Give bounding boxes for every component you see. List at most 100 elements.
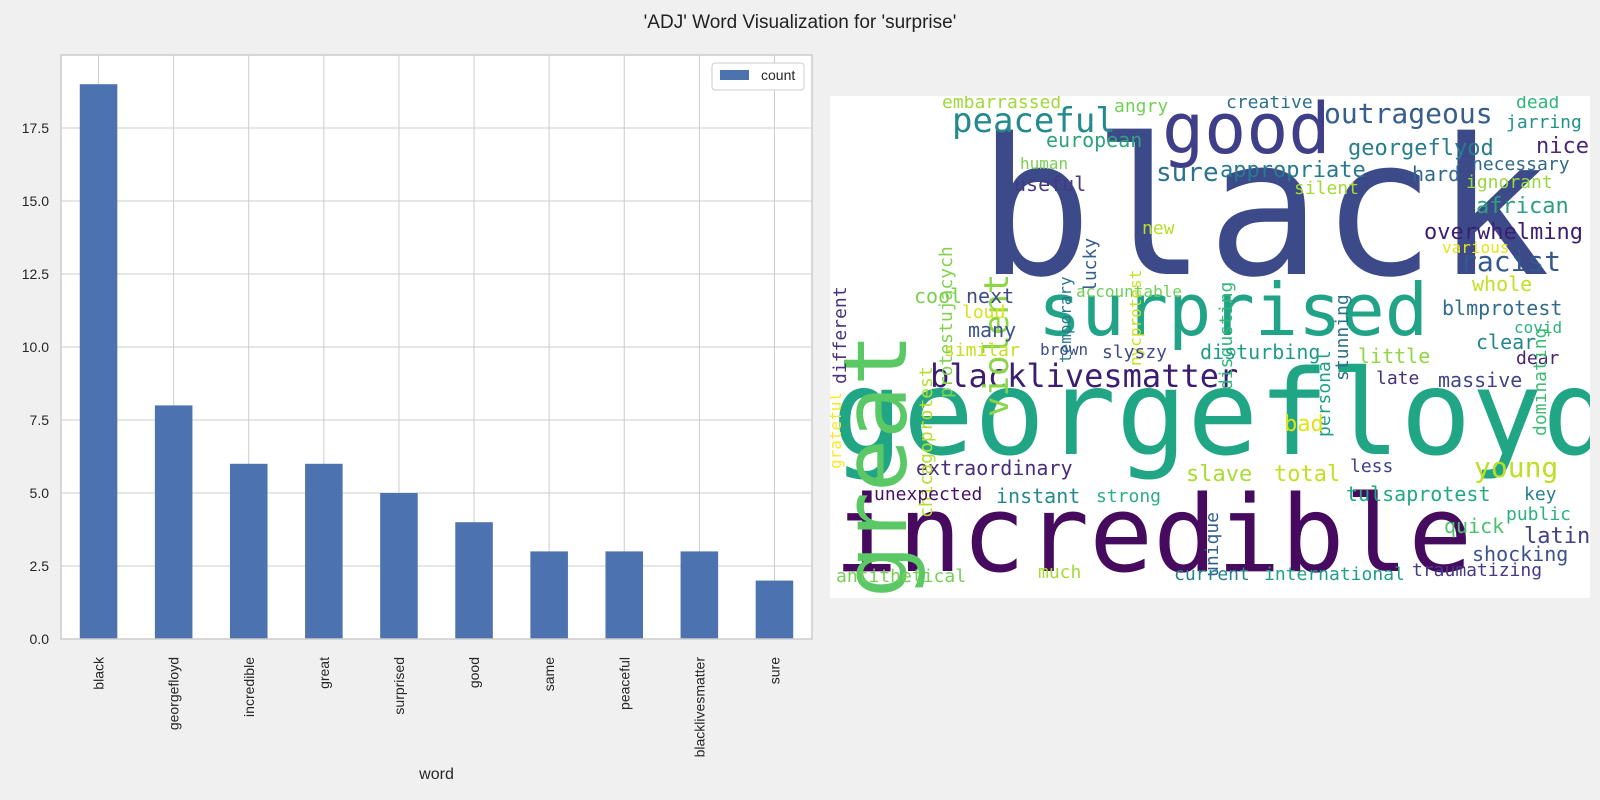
x-tick-label: surprised — [391, 657, 407, 715]
bar-same — [530, 551, 568, 639]
word-cloud-word-many: many — [968, 318, 1017, 342]
word-cloud-word-international: international — [1264, 564, 1405, 585]
x-tick-label: black — [91, 656, 107, 690]
word-cloud-word-instant: instant — [996, 484, 1081, 508]
word-cloud-word-peaceful: peaceful — [952, 101, 1116, 141]
word-cloud-word-total: total — [1274, 462, 1341, 487]
word-cloud-word-bad: bad — [1284, 412, 1324, 437]
word-cloud-word-stunning: stunning — [1332, 294, 1353, 381]
word-cloud: black georgefloyd incredible surprised great… — [830, 96, 1590, 598]
figure-title: 'ADJ' Word Visualization for 'surprise' — [643, 12, 957, 33]
word-cloud-word-quick: quick — [1444, 514, 1505, 538]
word-cloud-word-similar: similar — [944, 340, 1020, 361]
word-cloud-word-strong: strong — [1096, 486, 1162, 507]
word-cloud-word-appropriate: appropriate — [1220, 158, 1366, 183]
word-cloud-word-brown: brown — [1040, 340, 1089, 359]
word-cloud-word-loud: loud — [962, 302, 1006, 323]
word-cloud-word-incredible: incredible — [834, 473, 1473, 596]
word-cloud-word-young: young — [1474, 451, 1559, 484]
word-cloud-word-blacklivesmatter: blacklivesmatter — [930, 357, 1239, 395]
word-cloud-word-overwhelming: overwhelming — [1424, 220, 1583, 245]
x-tick-label: good — [466, 657, 482, 688]
legend-swatch — [720, 70, 749, 80]
y-tick-label: 17.5 — [22, 120, 49, 136]
word-cloud-word-disturbing: disturbing — [1200, 340, 1321, 364]
bar-georgefloyd — [154, 405, 193, 639]
word-cloud-word-ignorant: ignorant — [1466, 172, 1553, 193]
word-cloud-word-blmprotest: blmprotest — [1442, 296, 1563, 320]
bar-surprised — [380, 493, 418, 639]
word-cloud-word-protestujących: protestujących — [936, 246, 957, 398]
word-cloud-word-much: much — [1038, 562, 1082, 583]
word-cloud-word-hard: hard — [1412, 162, 1461, 186]
bar-incredible — [229, 463, 268, 639]
word-cloud-word-racist: racist — [1460, 245, 1562, 278]
word-cloud-word-various: various — [1442, 238, 1510, 257]
word-cloud-word-accountable: accountable — [1076, 282, 1182, 301]
word-cloud-word-current: current — [1174, 564, 1250, 585]
word-cloud-word-latin: latin — [1524, 524, 1590, 549]
plot-frame — [60, 54, 813, 640]
word-cloud-word-angry: angry — [1114, 96, 1169, 117]
word-cloud-word-shocking: shocking — [1472, 542, 1569, 566]
y-tick-label: 12.5 — [22, 266, 49, 282]
word-cloud-word-whole: whole — [1472, 272, 1533, 296]
x-tick-label: great — [316, 657, 332, 689]
word-cloud-word-dead: dead — [1516, 96, 1560, 113]
word-cloud-word-slave: slave — [1186, 462, 1253, 487]
bar-blacklivesmatter — [680, 551, 719, 639]
word-cloud-word-nice: nice — [1536, 134, 1589, 159]
word-cloud-word-silent: silent — [1294, 178, 1360, 199]
word-cloud-word-covid: covid — [1514, 318, 1563, 337]
bar-sure — [755, 580, 794, 639]
word-cloud-word-georgefloyd: georgefloyd — [832, 344, 1590, 482]
x-tick-label: peaceful — [616, 657, 632, 710]
y-tick-label: 7.5 — [30, 412, 50, 428]
word-cloud-word-european: european — [1046, 128, 1143, 152]
word-cloud-word-dominating: dominating — [1530, 327, 1551, 436]
y-tick-label: 2.5 — [30, 558, 50, 574]
y-tick-label: 0.0 — [30, 631, 50, 647]
word-cloud-word-good: good — [1162, 96, 1331, 170]
word-cloud-word-human: human — [1020, 154, 1069, 173]
bar-good — [455, 522, 493, 639]
word-cloud-word-black: black — [978, 98, 1550, 319]
word-cloud-word-new: new — [1142, 218, 1175, 239]
legend-box — [711, 62, 805, 91]
word-cloud-word-clear: clear — [1476, 330, 1537, 354]
bar-black — [79, 84, 118, 639]
word-cloud-word-african: african — [1476, 194, 1569, 219]
bar-chart: 0.0 2.5 5.0 7.5 10.0 12.5 15.0 17.5 black georgef… — [22, 54, 813, 783]
word-cloud-word-disgusting: disgusting — [1216, 281, 1237, 390]
word-cloud-word-creative: creative — [1226, 96, 1313, 113]
word-cloud-word-cool: cool — [914, 284, 963, 308]
y-tick-label: 15.0 — [22, 193, 49, 209]
legend-label: count — [761, 67, 795, 83]
word-cloud-word-dear: dear — [1516, 348, 1560, 369]
word-cloud-word-outrageous: outrageous — [1324, 97, 1493, 130]
bar-peaceful — [605, 551, 644, 639]
word-cloud-word-georgeflyod: georgeflyod — [1348, 136, 1494, 161]
word-cloud-word-little: little — [1358, 344, 1431, 368]
y-tick-label: 10.0 — [22, 339, 49, 355]
x-tick-label: sure — [766, 657, 782, 684]
word-cloud-word-surprised: surprised — [1038, 268, 1429, 352]
word-cloud-word-embarrassed: embarrassed — [942, 96, 1062, 113]
word-cloud-word-jarring: jarring — [1506, 112, 1582, 133]
word-cloud-word-different: different — [830, 286, 851, 384]
x-tick-label: same — [541, 657, 557, 691]
y-tick-label: 5.0 — [30, 485, 50, 501]
word-cloud-word-key: key — [1524, 484, 1557, 505]
word-cloud-word-grateful: grateful — [830, 391, 845, 469]
word-cloud-word-slyszy: slyszy — [1102, 342, 1168, 363]
word-cloud-word-massive: massive — [1438, 368, 1523, 392]
word-cloud-word-tulsaprotest: tulsaprotest — [1346, 482, 1491, 506]
word-cloud-word-necessary: necessary — [1472, 154, 1570, 175]
word-cloud-word-antithetical: antithetical — [836, 566, 967, 587]
word-cloud-word-extraordinary: extraordinary — [916, 456, 1073, 480]
word-cloud-word-traumatizing: traumatizing — [1412, 560, 1543, 581]
word-cloud-word-useful: useful — [1014, 172, 1087, 196]
x-tick-label: georgefloyd — [166, 657, 182, 730]
word-cloud-word-public: public — [1506, 504, 1572, 525]
word-cloud-word-next: next — [966, 284, 1015, 308]
